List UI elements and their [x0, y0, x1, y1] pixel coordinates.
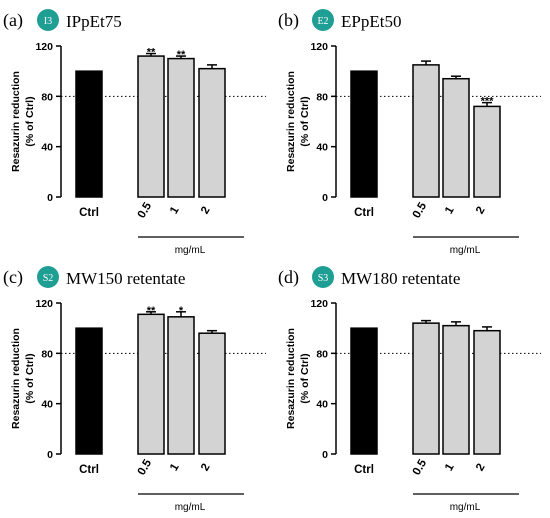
bar-2	[167, 57, 195, 198]
significance-label: **	[177, 49, 186, 61]
bar-0	[75, 327, 103, 455]
x-tick-label: Ctrl	[79, 207, 99, 219]
bar-0	[350, 327, 378, 455]
badge-circle	[312, 266, 334, 288]
y-axis-label: Resazurin reduction	[285, 71, 297, 172]
y-tick-label: 40	[41, 399, 53, 411]
y-axis-label: Resazurin reduction	[10, 71, 22, 172]
bar-0	[350, 70, 378, 198]
badge-circle	[37, 9, 59, 31]
bar-1	[412, 322, 440, 455]
y-axis-label: Resazurin reduction	[285, 328, 297, 429]
panel-label: (c)	[3, 267, 23, 288]
bar-1	[412, 64, 440, 198]
x-tick-label: 1	[168, 204, 182, 216]
y-tick-label: 0	[322, 449, 328, 461]
y-axis-label-unit: (% of Ctrl)	[299, 96, 311, 146]
y-tick-label: 40	[316, 142, 328, 154]
y-tick-label: 120	[35, 41, 53, 53]
bar-2	[442, 77, 470, 198]
y-axis-label-unit: (% of Ctrl)	[24, 96, 36, 146]
badge-text: I3	[44, 16, 52, 27]
group-label: mg/mL	[450, 245, 481, 256]
group-label: mg/mL	[175, 502, 206, 513]
panel-title: MW150 retentate	[66, 269, 185, 288]
chart-panel-2: (c) S2 MW150 retentate Resazurin reduction(…	[3, 266, 266, 513]
badge-text: S3	[318, 273, 329, 284]
significance-label: **	[147, 47, 156, 59]
significance-label: **	[147, 305, 156, 317]
y-tick-label: 120	[310, 41, 328, 53]
y-tick-label: 40	[41, 142, 53, 154]
x-tick-label: 2	[199, 462, 213, 474]
y-tick-label: 40	[316, 399, 328, 411]
x-tick-label: Ctrl	[79, 464, 99, 476]
chart-panel-0: (a) I3 IPpEt75 Resazurin reduction (% of Ctr…	[3, 9, 266, 256]
y-tick-label: 0	[47, 449, 53, 461]
bar-1	[137, 55, 165, 198]
y-tick-label: 0	[322, 192, 328, 204]
bar-3	[473, 105, 501, 198]
x-tick-label: 0.5	[411, 457, 430, 477]
x-tick-label: Ctrl	[354, 207, 374, 219]
panel-label: (a)	[3, 10, 23, 31]
x-tick-label: 0.5	[136, 457, 155, 477]
x-tick-label: 1	[168, 461, 182, 473]
y-tick-label: 80	[316, 91, 328, 103]
bar-2	[167, 316, 195, 455]
badge-circle	[312, 9, 334, 31]
x-tick-label: 1	[443, 204, 457, 216]
y-tick-label: 80	[41, 91, 53, 103]
panel-label: (d)	[278, 267, 299, 288]
bar-3	[473, 329, 501, 455]
bar-0	[75, 70, 103, 198]
x-tick-label: 1	[443, 461, 457, 473]
bar-3	[198, 332, 226, 455]
y-tick-label: 80	[316, 348, 328, 360]
y-tick-label: 120	[35, 298, 53, 310]
panel-title: MW180 retentate	[341, 269, 460, 288]
badge-circle	[37, 266, 59, 288]
y-tick-label: 80	[41, 348, 53, 360]
y-axis-label-unit: (% of Ctrl)	[299, 353, 311, 403]
x-tick-label: 0.5	[136, 200, 155, 220]
x-tick-label: 0.5	[411, 200, 430, 220]
panel-label: (b)	[278, 10, 299, 31]
y-tick-label: 120	[310, 298, 328, 310]
group-label: mg/mL	[175, 245, 206, 256]
y-tick-label: 0	[47, 192, 53, 204]
group-label: mg/mL	[450, 502, 481, 513]
bar-3	[198, 67, 226, 198]
y-axis-label: Resazurin reduction	[10, 328, 22, 429]
significance-label: ***	[481, 96, 495, 108]
x-tick-label: 2	[474, 462, 488, 474]
badge-text: E2	[317, 16, 328, 27]
panel-title: EPpEt50	[341, 12, 401, 31]
badge-text: S2	[43, 273, 54, 284]
chart-panel-1: (b) E2 EPpEt50 Resazurin reduction (% of Ctr…	[278, 9, 541, 256]
x-tick-label: 2	[199, 205, 213, 217]
bar-2	[442, 324, 470, 455]
chart-panel-3: (d) S3 MW180 retentate Resazurin reduction(…	[278, 266, 541, 513]
panel-title: IPpEt75	[66, 12, 122, 31]
x-tick-label: Ctrl	[354, 464, 374, 476]
significance-label: *	[179, 305, 184, 317]
y-axis-label-unit: (% of Ctrl)	[24, 353, 36, 403]
bar-1	[137, 313, 165, 455]
x-tick-label: 2	[474, 205, 488, 217]
